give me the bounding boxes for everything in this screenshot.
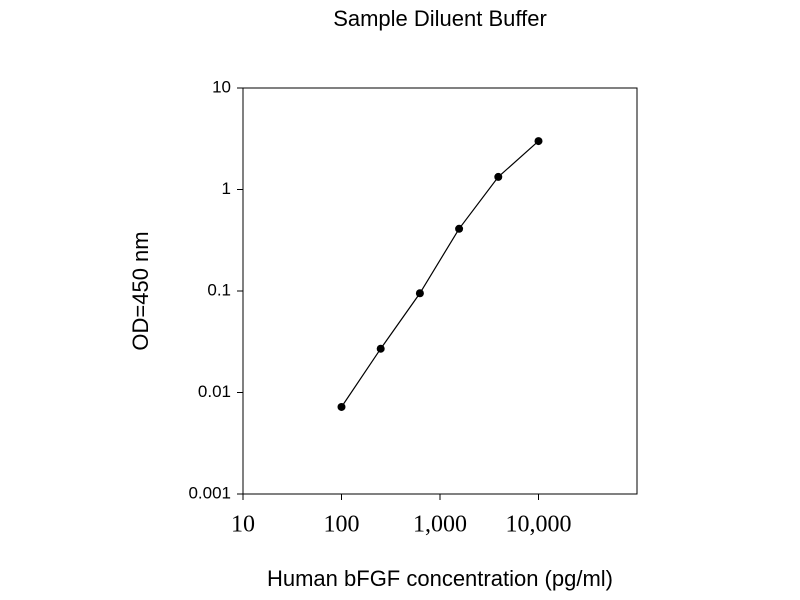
x-axis-label: Human bFGF concentration (pg/ml) — [267, 566, 613, 591]
x-tick-label: 10 — [231, 512, 255, 538]
data-point — [455, 224, 464, 233]
y-tick-label: 0.1 — [207, 280, 231, 299]
y-tick-label: 10 — [212, 77, 231, 96]
series-line — [341, 140, 539, 408]
plot-frame — [242, 87, 638, 495]
y-tick-label: 0.01 — [198, 382, 231, 401]
y-axis-label: OD=450 nm — [128, 231, 153, 350]
chart-title: Sample Diluent Buffer — [333, 6, 547, 31]
data-point — [494, 172, 503, 181]
x-tick-label: 10,000 — [506, 512, 572, 538]
y-tick-label: 1 — [222, 179, 231, 198]
y-tick-label: 0.001 — [188, 483, 231, 502]
data-point — [337, 402, 346, 411]
x-tick-label: 1,000 — [413, 512, 467, 538]
data-point — [376, 344, 385, 353]
data-point — [534, 137, 543, 146]
x-tick-label: 100 — [324, 512, 360, 538]
data-point — [415, 289, 424, 298]
